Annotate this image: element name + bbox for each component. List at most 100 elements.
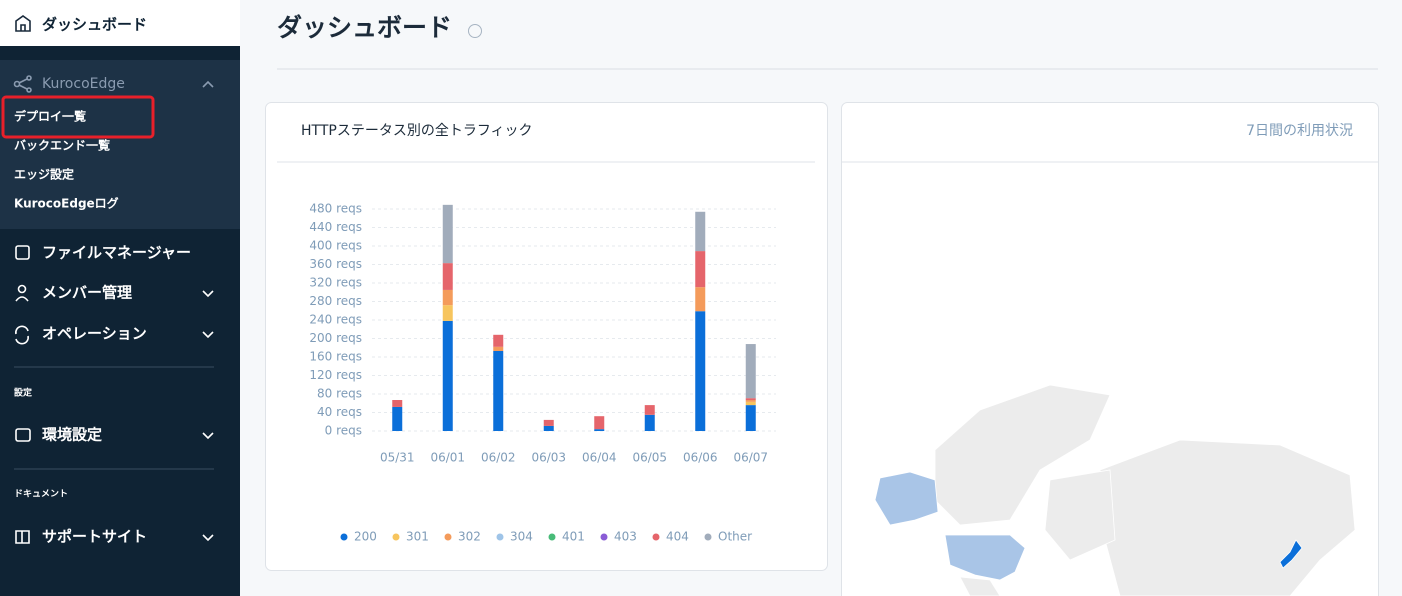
bar-segment	[392, 406, 403, 431]
x-tick-label: 05/31	[380, 451, 415, 465]
world-map	[874, 384, 1356, 596]
bar-segment	[392, 400, 403, 407]
legend-label: 200	[354, 530, 377, 544]
x-tick-label: 06/06	[683, 451, 718, 465]
home-icon	[15, 15, 31, 32]
nav-label[interactable]: ダッシュボード	[42, 16, 147, 34]
legend-label: 401	[562, 530, 585, 544]
bar-segment	[442, 289, 453, 306]
y-tick-label: 160 reqs	[309, 350, 362, 364]
y-tick-label: 200 reqs	[309, 331, 362, 345]
legend-label: 302	[458, 530, 481, 544]
bar-segment	[493, 350, 504, 431]
help-icon[interactable]	[468, 24, 482, 38]
bar-segment	[745, 398, 756, 401]
image-icon	[15, 245, 30, 260]
section-label[interactable]: KurocoEdge	[42, 76, 125, 92]
bar-segment	[745, 405, 756, 431]
bar-segment	[442, 305, 453, 321]
bar-segment	[695, 287, 706, 312]
y-tick-label: 320 reqs	[309, 276, 362, 290]
y-tick-label: 400 reqs	[309, 239, 362, 253]
card-title: HTTPステータス別の全トラフィック	[301, 123, 533, 139]
nav-label[interactable]: オペレーション	[42, 325, 147, 343]
bar-segment	[543, 419, 554, 426]
bar-segment	[493, 346, 504, 351]
chevron	[202, 80, 214, 88]
y-tick-label: 480 reqs	[309, 202, 362, 216]
nav-active[interactable]	[0, 0, 240, 46]
legend-label: 403	[614, 530, 637, 544]
bar-segment	[644, 405, 655, 415]
bar-segment	[442, 204, 453, 264]
page-title: ダッシュボード	[277, 13, 452, 42]
nav-sub[interactable]: バックエンド一覧	[14, 138, 110, 153]
y-tick-label: 80 reqs	[317, 387, 362, 401]
nav-label[interactable]: サポートサイト	[42, 528, 147, 546]
card-title: 7日間の利用状況	[1246, 123, 1353, 139]
chevron	[202, 534, 214, 542]
legend-label: 301	[406, 530, 429, 544]
card	[265, 102, 828, 571]
y-tick-label: 0 reqs	[325, 424, 362, 438]
y-tick-label: 120 reqs	[309, 368, 362, 382]
legend-label: Other	[718, 530, 752, 544]
chevron	[202, 290, 214, 298]
x-tick-label: 06/05	[632, 451, 667, 465]
nav-label[interactable]: メンバー管理	[42, 284, 132, 302]
drive-icon	[15, 428, 31, 442]
chart: 0 reqs 40 reqs 80 reqs 120 reqs 160 reqs 200 …	[309, 202, 776, 544]
caption: 設定	[14, 387, 32, 399]
nav-label[interactable]: 環境設定	[42, 426, 102, 444]
share-icon	[13, 75, 32, 93]
legend-dot	[444, 533, 452, 541]
bar-segment	[442, 320, 453, 431]
chevron	[202, 331, 214, 339]
section	[0, 60, 240, 229]
x-tick-label: 06/03	[531, 451, 566, 465]
bar-segment	[745, 344, 756, 399]
nav-sub[interactable]: デプロイ一覧	[14, 109, 86, 124]
x-tick-label: 06/04	[582, 451, 617, 465]
legend-dot	[340, 533, 348, 541]
y-tick-label: 280 reqs	[309, 294, 362, 308]
bar-segment	[695, 311, 706, 431]
chevron	[202, 432, 214, 440]
bar-segment	[543, 425, 554, 431]
bar-segment	[594, 429, 605, 431]
user-icon	[15, 284, 29, 302]
bar-segment	[745, 401, 756, 406]
y-tick-label: 40 reqs	[317, 405, 362, 419]
y-tick-label: 360 reqs	[309, 257, 362, 271]
y-tick-label: 440 reqs	[309, 220, 362, 234]
legend-dot	[392, 533, 400, 541]
bar-segment	[442, 263, 453, 290]
highlight-box	[1, 95, 155, 139]
legend-label: 404	[666, 530, 689, 544]
y-tick-label: 240 reqs	[309, 313, 362, 327]
legend-label: 304	[510, 530, 533, 544]
bar-segment	[695, 211, 706, 252]
bar-segment	[695, 251, 706, 288]
x-tick-label: 06/07	[733, 451, 768, 465]
legend-dot	[548, 533, 556, 541]
nav-label[interactable]: ファイルマネージャー	[42, 244, 191, 262]
legend-dot	[496, 533, 504, 541]
bar-segment	[745, 400, 756, 402]
bar-segment	[644, 414, 655, 431]
nav-sub[interactable]: KurocoEdgeログ	[14, 196, 119, 211]
legend-dot	[652, 533, 660, 541]
nav-sub[interactable]: エッジ設定	[14, 167, 74, 182]
x-tick-label: 06/01	[430, 451, 465, 465]
sync-icon	[15, 325, 29, 345]
bar-segment	[594, 416, 605, 430]
book-icon	[15, 530, 30, 544]
x-tick-label: 06/02	[481, 451, 516, 465]
caption: ドキュメント	[14, 489, 68, 500]
legend-dot	[600, 533, 608, 541]
legend-dot	[704, 533, 712, 541]
bar-segment	[493, 334, 504, 347]
